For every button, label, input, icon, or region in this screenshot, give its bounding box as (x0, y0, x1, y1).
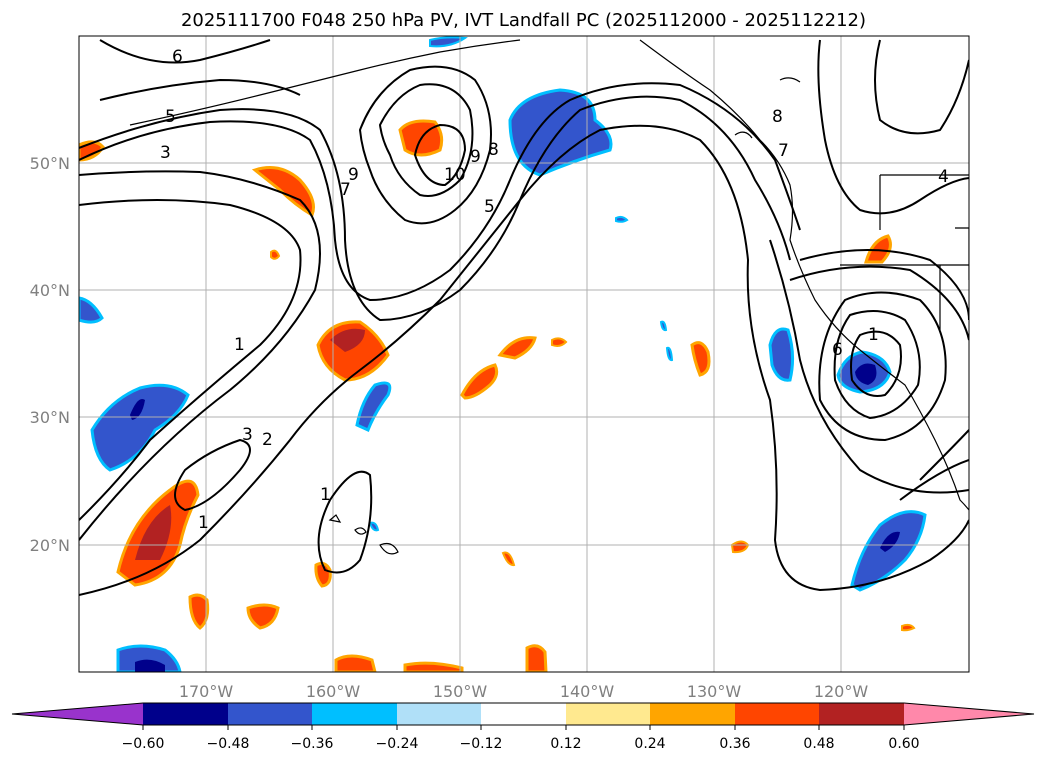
colorbar-segment (312, 703, 397, 725)
lat-label: 50°N (30, 154, 70, 173)
lon-label: 160°W (306, 682, 361, 701)
negative-anomaly-core (135, 659, 165, 672)
contour-label: 9 (348, 165, 359, 185)
contour-label: 8 (488, 140, 499, 160)
negative-anomaly-area (615, 215, 629, 223)
colorbar-tick-label: 0.12 (550, 736, 581, 752)
colorbar-tick-label: 0.36 (719, 736, 750, 752)
contour-label: 1 (198, 513, 209, 533)
positive-anomaly-area (525, 644, 548, 672)
colorbar-segment (143, 703, 228, 725)
colorbar-tick-label: −0.24 (376, 736, 419, 752)
contour-label: 5 (165, 107, 176, 127)
contour-label: 8 (772, 107, 783, 127)
map-border (78, 35, 970, 673)
positive-anomaly-area (901, 623, 916, 632)
colorbar-tick-label: −0.60 (122, 736, 165, 752)
colorbar-segment (566, 703, 650, 725)
lat-labels: 50°N 40°N 30°N 20°N (30, 154, 70, 555)
colorbar-ticks (142, 725, 905, 730)
negative-anomaly-core (880, 531, 900, 552)
negative-anomaly-area (665, 346, 674, 362)
positive-anomaly-area (690, 341, 711, 377)
positive-anomaly-area (251, 166, 315, 218)
negative-anomaly-area (768, 327, 795, 382)
positive-anomaly-area (460, 363, 499, 400)
coastlines (129, 39, 969, 555)
contour-label: 5 (484, 197, 495, 217)
lat-label: 20°N (30, 536, 70, 555)
colorbar-tick-label: 0.60 (888, 736, 919, 752)
negative-anomaly-core (130, 399, 145, 420)
positive-anomaly-core (330, 328, 365, 352)
lat-label: 30°N (30, 408, 70, 427)
colorbar-segment (650, 703, 735, 725)
negative-anomaly-area (850, 510, 927, 592)
negative-anomaly-area (368, 521, 380, 532)
lon-label: 170°W (179, 682, 234, 701)
colorbar-segment (228, 703, 312, 725)
colorbar-tick-label: −0.12 (460, 736, 503, 752)
lon-label: 140°W (560, 682, 615, 701)
positive-anomaly-area (497, 336, 537, 360)
positive-anomaly-area (403, 661, 464, 672)
positive-anomaly-area (246, 603, 280, 630)
contour-label: 3 (160, 143, 171, 163)
contour-label: 9 (470, 147, 481, 167)
positive-anomaly-core (135, 505, 172, 560)
positive-anomaly-area (551, 337, 568, 347)
lon-label: 130°W (687, 682, 742, 701)
contour-labels: 6 5 3 1 2 3 1 1 7 9 10 9 8 5 8 7 4 1 6 (160, 47, 949, 533)
positive-anomaly-area (188, 593, 210, 630)
colorbar-tick-label: −0.48 (207, 736, 250, 752)
positive-anomaly-area (314, 561, 332, 588)
contour-label: 3 (242, 425, 253, 445)
colorbar-segment (481, 703, 566, 725)
contour-label: 1 (320, 485, 331, 505)
contour-label: 7 (340, 180, 351, 200)
contour-label: 6 (832, 340, 843, 360)
pv-contours (79, 39, 969, 596)
contour-label: 4 (938, 167, 949, 187)
colorbar: −0.60 −0.48 −0.36 −0.24 −0.12 0.12 0.24 … (11, 702, 1035, 752)
lon-label: 120°W (814, 682, 869, 701)
colorbar-tick-label: −0.36 (291, 736, 334, 752)
colorbar-segment (397, 703, 481, 725)
negative-anomaly-area (429, 36, 468, 48)
colorbar-tick-label: 0.24 (634, 736, 665, 752)
contour-label: 1 (868, 325, 879, 345)
positive-anomaly-area (501, 551, 516, 567)
colorbar-tick-label: 0.48 (803, 736, 834, 752)
graticule (79, 36, 969, 672)
negative-anomaly-area (79, 296, 104, 324)
positive-anomaly-area (334, 654, 377, 672)
colorbar-extend-max (904, 703, 1034, 725)
negative-anomaly-area (355, 381, 392, 433)
negative-anomaly-area (90, 383, 190, 472)
lon-labels: 170°W 160°W 150°W 140°W 130°W 120°W (179, 682, 869, 701)
map-panel: 6 5 3 1 2 3 1 1 7 9 10 9 8 5 8 7 4 1 6 (79, 36, 969, 672)
contour-label: 1 (234, 335, 245, 355)
colorbar-segment (735, 703, 819, 725)
contour-label: 7 (778, 141, 789, 161)
contour-label: 6 (172, 47, 183, 67)
lat-label: 40°N (30, 281, 70, 300)
negative-anomaly-core (855, 363, 877, 385)
contour-label: 2 (262, 430, 273, 450)
colorbar-segment (819, 703, 904, 725)
contour-label: 10 (444, 165, 466, 185)
lon-label: 150°W (433, 682, 488, 701)
figure-title: 2025111700 F048 250 hPa PV, IVT Landfall… (180, 10, 867, 31)
positive-anomaly-area (270, 249, 281, 260)
colorbar-extend-min (12, 703, 143, 725)
negative-anomaly-area (659, 320, 668, 332)
